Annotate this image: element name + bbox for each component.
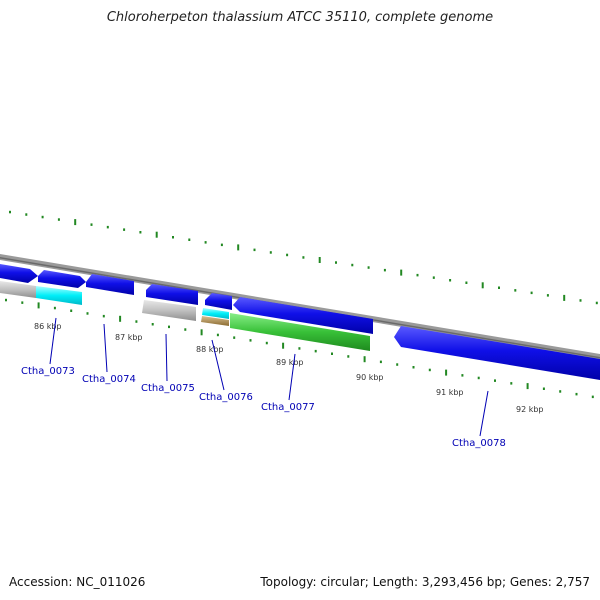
forward-cds-track — [0, 264, 600, 380]
accession-text: Accession: NC_011026 — [9, 575, 146, 589]
gene-label[interactable]: Ctha_0073 — [21, 366, 75, 377]
gene-label-leaders — [49, 317, 489, 437]
tan-feature — [201, 316, 229, 326]
gene-label[interactable]: Ctha_0076 — [199, 392, 253, 403]
scale-label: 87 kbp — [115, 333, 143, 342]
green-feature — [230, 313, 370, 351]
scale-label: 92 kbp — [516, 405, 544, 414]
scale-label: 86 kbp — [34, 322, 62, 331]
gene-label[interactable]: Ctha_0074 — [82, 374, 136, 385]
genome-title: Chloroherpeton thalassium ATCC 35110, co… — [106, 10, 494, 25]
cds-arrow — [38, 270, 86, 288]
outer-scale-ticks — [9, 210, 598, 305]
cyan-feature — [202, 308, 229, 319]
gray-feature — [142, 300, 196, 321]
gene-label[interactable]: Ctha_0075 — [141, 383, 195, 394]
scale-label: 89 kbp — [276, 358, 304, 367]
genome-summary-text: Topology: circular; Length: 3,293,456 bp… — [260, 575, 590, 589]
cds-arrow — [394, 326, 600, 380]
cds-arrow — [233, 297, 373, 334]
gene-label[interactable]: Ctha_0077 — [261, 402, 315, 413]
inner-scale-ticks — [5, 298, 594, 399]
cds-arrow — [86, 274, 134, 295]
gene-label[interactable]: Ctha_0078 — [452, 438, 506, 449]
cds-arrow — [0, 264, 38, 283]
inner-feature-track — [0, 281, 370, 351]
scale-label: 91 kbp — [436, 388, 464, 397]
gray-feature — [0, 281, 36, 298]
cyan-feature — [36, 286, 82, 305]
scale-label: 90 kbp — [356, 373, 384, 382]
cds-arrow — [205, 293, 232, 310]
cds-arrow — [146, 284, 198, 305]
scale-label: 88 kbp — [196, 345, 224, 354]
